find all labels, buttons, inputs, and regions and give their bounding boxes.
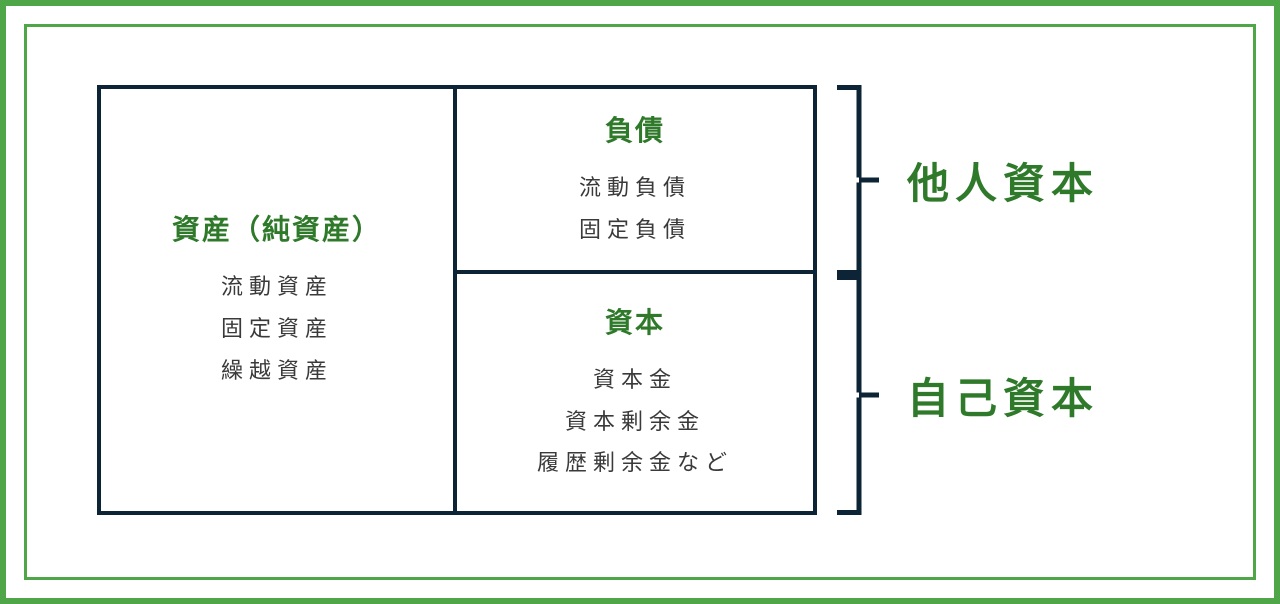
- capital-item: 履歴剰余金など: [537, 442, 733, 484]
- assets-item: 固定資産: [221, 308, 333, 350]
- liabilities-item: 固定負債: [579, 209, 691, 251]
- right-column: 負債 流動負債 固定負債 資本 資本金 資本剰余金 履歴剰余金など: [457, 85, 817, 515]
- assets-item: 流動資産: [221, 266, 333, 308]
- liabilities-item: 流動負債: [579, 167, 691, 209]
- assets-cell: 資産（純資産） 流動資産 固定資産 繰越資産: [97, 85, 457, 515]
- balance-sheet-table: 資産（純資産） 流動資産 固定資産 繰越資産 負債 流動負債 固定負債 資本 資…: [97, 85, 817, 515]
- other-capital-label: 他人資本: [907, 150, 1099, 211]
- own-capital-label: 自己資本: [907, 365, 1099, 426]
- assets-title: 資産（純資産）: [172, 208, 382, 248]
- outer-frame: 資産（純資産） 流動資産 固定資産 繰越資産 負債 流動負債 固定負債 資本 資…: [0, 0, 1280, 604]
- assets-item: 繰越資産: [221, 350, 333, 392]
- bracket-icon: [837, 85, 879, 275]
- capital-item: 資本金: [593, 359, 677, 401]
- brace-own-capital: 自己資本: [837, 275, 1099, 515]
- liabilities-title: 負債: [605, 109, 665, 149]
- inner-frame: 資産（純資産） 流動資産 固定資産 繰越資産 負債 流動負債 固定負債 資本 資…: [24, 24, 1256, 580]
- capital-title: 資本: [605, 301, 665, 341]
- liabilities-cell: 負債 流動負債 固定負債: [457, 85, 817, 274]
- capital-cell: 資本 資本金 資本剰余金 履歴剰余金など: [457, 274, 817, 515]
- brace-other-capital: 他人資本: [837, 85, 1099, 275]
- bracket-icon: [837, 275, 879, 515]
- capital-item: 資本剰余金: [565, 401, 705, 443]
